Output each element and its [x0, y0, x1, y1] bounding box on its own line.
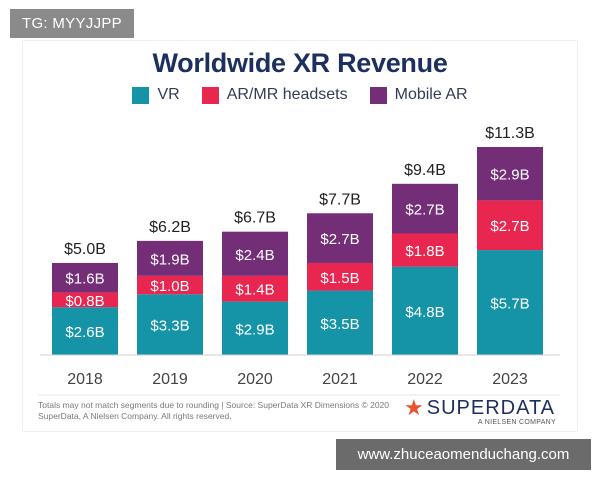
x-tick-2019: 2019 — [152, 371, 188, 388]
x-tick-2018: 2018 — [67, 371, 103, 388]
data-label-2021-2: $2.7B — [320, 231, 359, 248]
data-label-2021-1: $1.5B — [320, 270, 359, 287]
brand-name-super: SUPER — [427, 397, 501, 419]
data-label-2018-1: $0.8B — [65, 293, 104, 310]
footnote-line-2: SuperData, A Nielsen Company. All rights… — [38, 411, 398, 422]
data-label-2018-0: $2.6B — [65, 324, 104, 341]
site-watermark: www.zhuceaomenduchang.com — [336, 439, 591, 470]
total-label-2018: $5.0B — [64, 241, 106, 258]
data-label-2022-1: $1.8B — [405, 243, 444, 260]
data-label-2019-2: $1.9B — [150, 251, 189, 268]
superdata-logo: ★ SUPERDATA A NIELSEN COMPANY — [404, 397, 564, 426]
chart-footnote: Totals may not match segments due to rou… — [38, 400, 398, 422]
data-label-2023-2: $2.9B — [490, 167, 529, 184]
data-label-2022-0: $4.8B — [405, 304, 444, 321]
data-label-2021-0: $3.5B — [320, 316, 359, 333]
x-tick-2022: 2022 — [407, 371, 443, 388]
x-tick-2021: 2021 — [322, 371, 358, 388]
total-label-2021: $7.7B — [319, 191, 361, 208]
data-label-2023-1: $2.7B — [490, 218, 529, 235]
brand-subtitle: A NIELSEN COMPANY — [404, 419, 564, 426]
x-tick-2020: 2020 — [237, 371, 273, 388]
data-label-2020-2: $2.4B — [235, 247, 274, 264]
data-label-2019-1: $1.0B — [150, 278, 189, 295]
star-icon: ★ — [404, 397, 424, 419]
total-label-2020: $6.7B — [234, 210, 276, 227]
data-label-2020-0: $2.9B — [235, 321, 274, 338]
data-label-2023-0: $5.7B — [490, 296, 529, 313]
data-label-2020-1: $1.4B — [235, 282, 274, 299]
data-label-2022-2: $2.7B — [405, 202, 444, 219]
total-label-2023: $11.3B — [485, 125, 535, 142]
telegram-tag: TG: MYYJJPP — [10, 9, 134, 38]
brand-name-data: DATA — [501, 397, 555, 419]
footnote-line-1: Totals may not match segments due to rou… — [38, 400, 398, 411]
data-label-2018-2: $1.6B — [65, 271, 104, 288]
x-tick-2023: 2023 — [492, 371, 528, 388]
data-label-2019-0: $3.3B — [150, 318, 189, 335]
total-label-2022: $9.4B — [404, 162, 446, 179]
total-label-2019: $6.2B — [149, 219, 191, 236]
